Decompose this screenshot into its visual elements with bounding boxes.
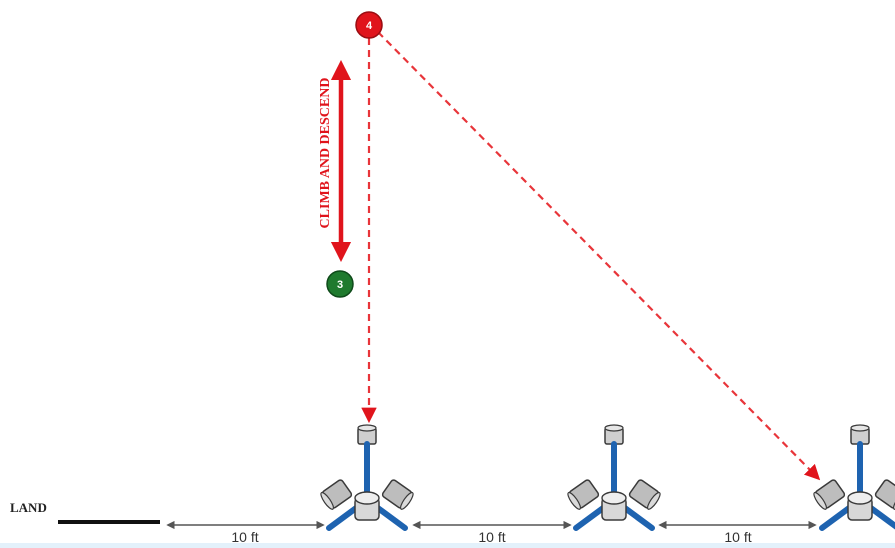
waypoint-4-label: 4 (366, 20, 373, 32)
distance-label: 10 ft (231, 529, 258, 545)
waypoint-3-label: 3 (337, 279, 343, 291)
quadcopter-icon (812, 425, 895, 528)
distance-label: 10 ft (724, 529, 751, 545)
bottom-strip (0, 543, 895, 548)
quadcopter-icon (319, 425, 415, 528)
climb-descend-label: CLIMB AND DESCEND (318, 78, 333, 229)
diagonal-path (377, 31, 821, 481)
land-label: LAND (10, 500, 47, 515)
distance-label: 10 ft (478, 529, 505, 545)
quadcopter-icon (566, 425, 662, 528)
waypoint-marker-icon: 4 (355, 11, 383, 39)
waypoint-marker-icon: 3 (326, 270, 354, 298)
